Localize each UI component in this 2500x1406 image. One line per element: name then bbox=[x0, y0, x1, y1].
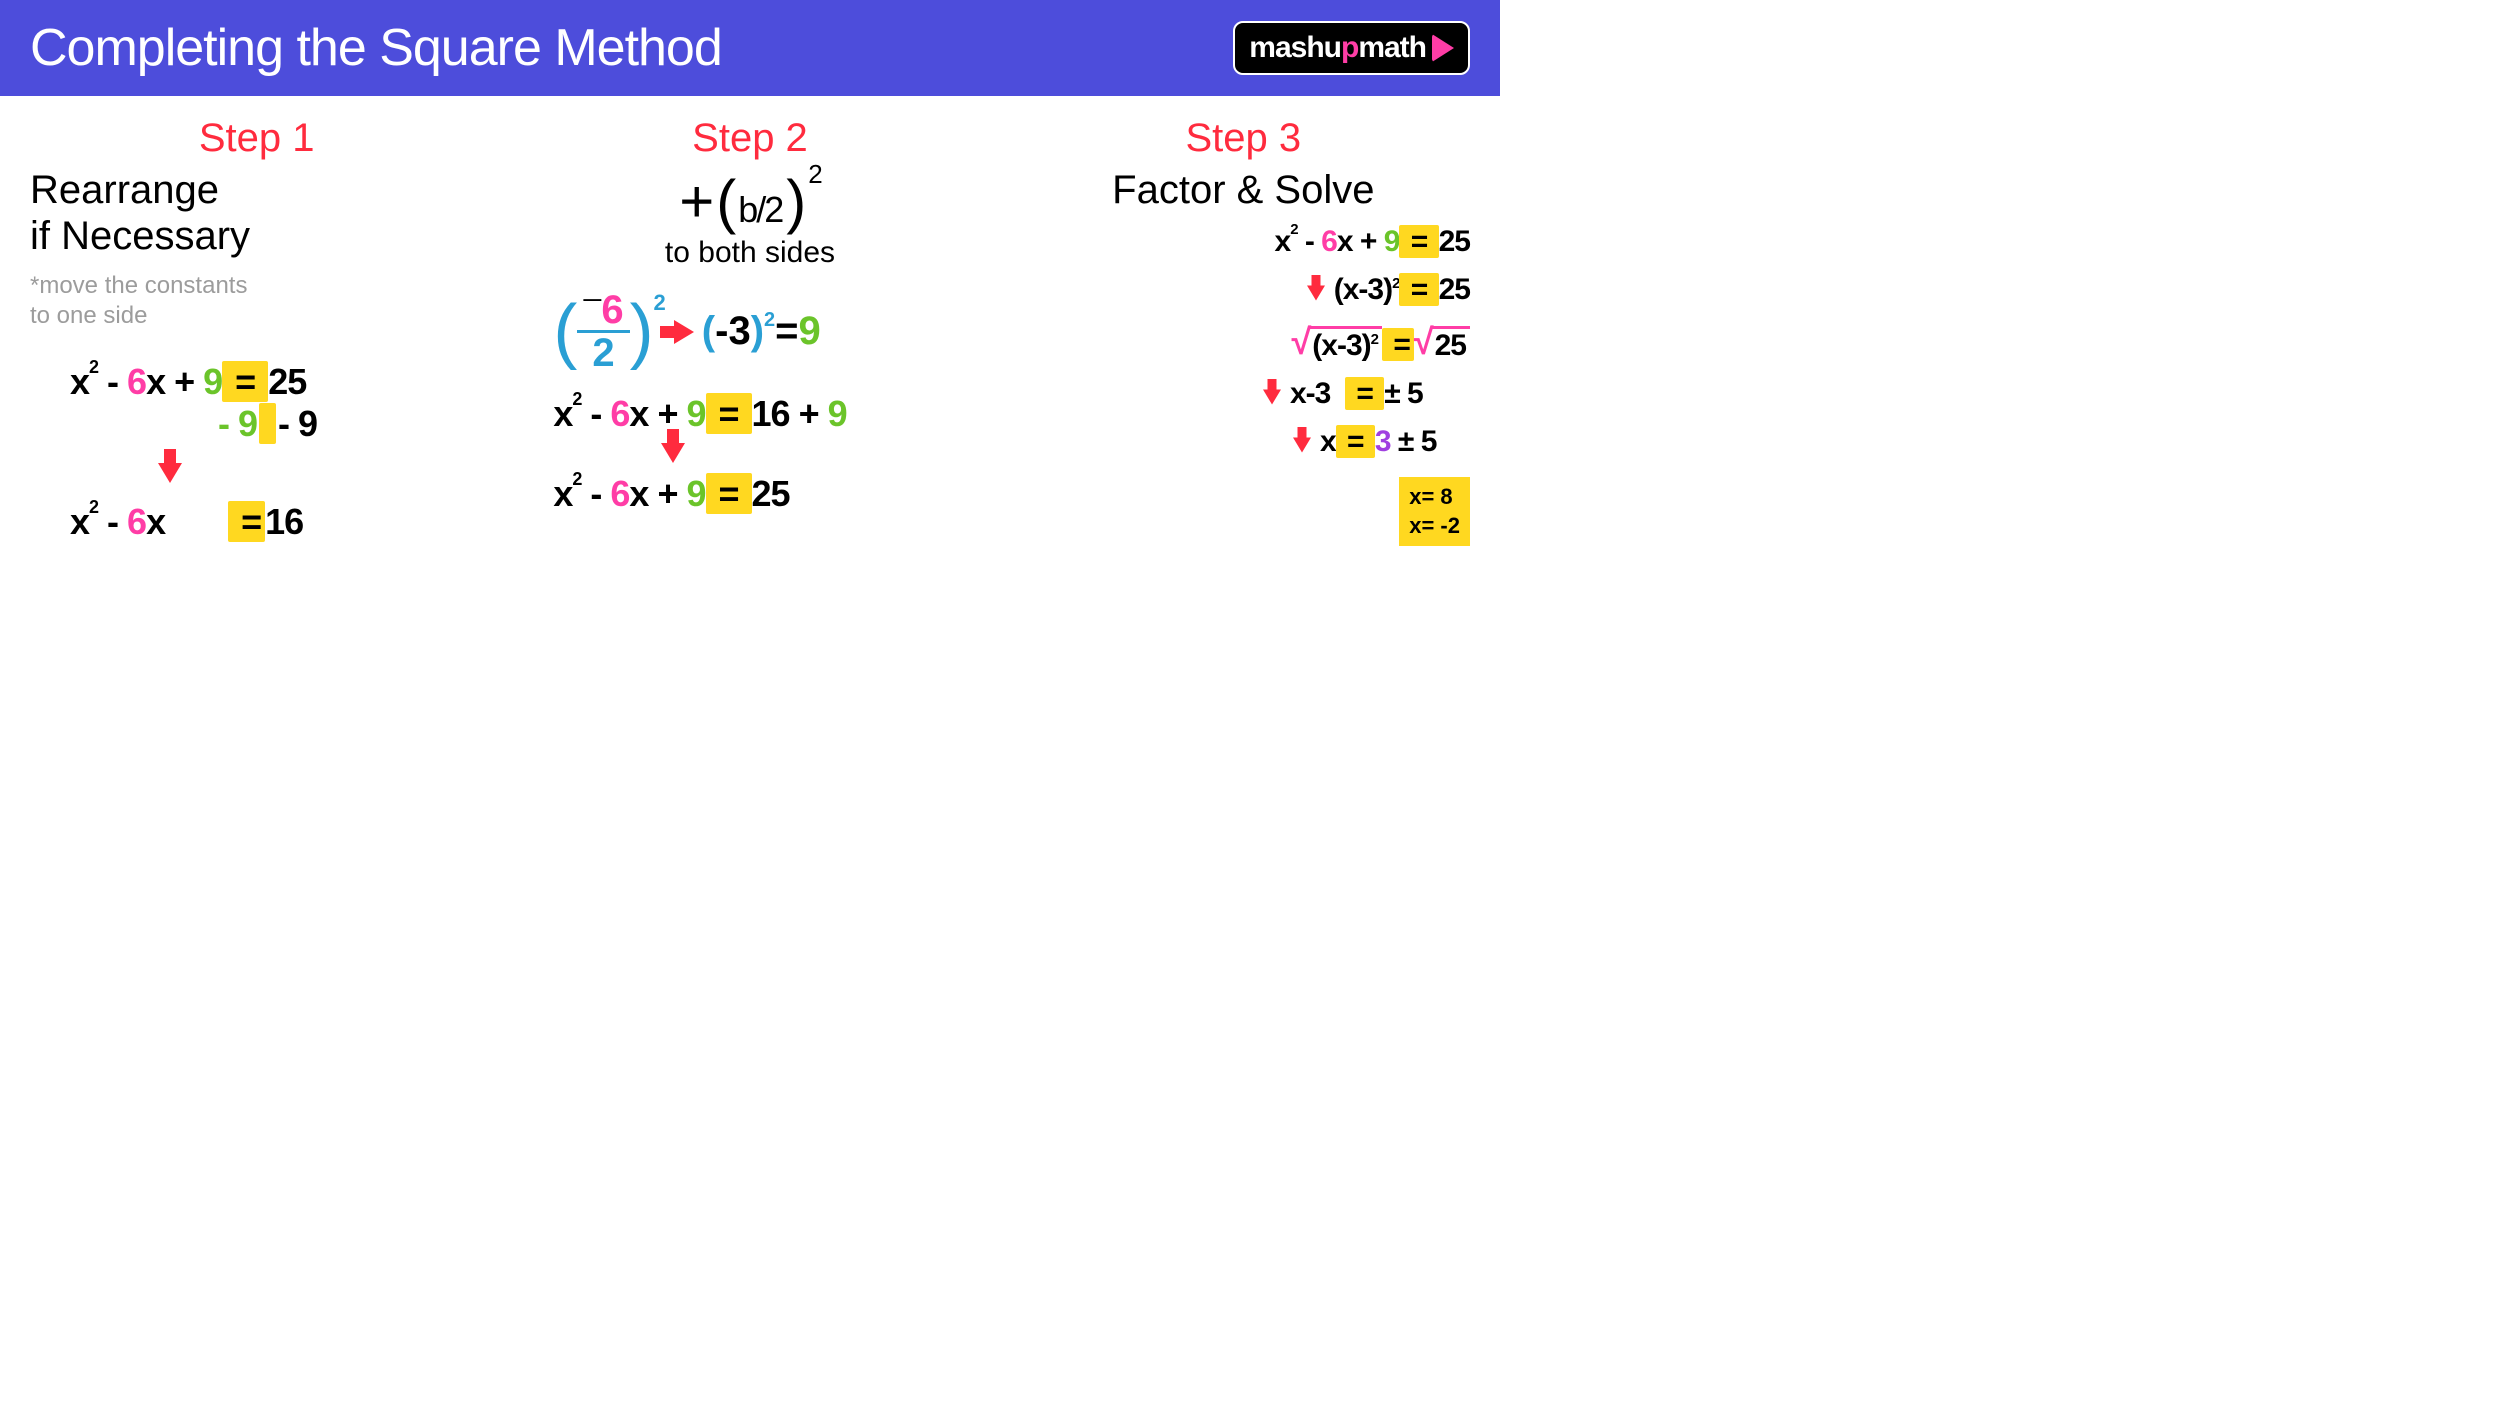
down-arrow-icon bbox=[1293, 438, 1311, 453]
step3-answers: x= 8 x= -2 bbox=[1017, 473, 1470, 546]
step3-row-4: x-3 = ± 5 bbox=[1017, 377, 1470, 417]
step-3-math: x - 6x + 9 = 25 (x-3)2 = 25 √(x-3)2 =√25… bbox=[1017, 225, 1470, 546]
step1-subtraction: - 9 - 9 bbox=[70, 403, 483, 445]
step-1-note: *move the constants to one side bbox=[30, 271, 483, 331]
step-3-title: Factor & Solve bbox=[1017, 167, 1470, 213]
down-arrow-icon bbox=[1263, 390, 1281, 405]
step2-equation-1: x - 6x + 9 = 16 + 9 bbox=[523, 393, 976, 435]
step3-row-5: x = 3 ± 5 bbox=[1017, 425, 1470, 465]
down-arrow-icon bbox=[158, 463, 182, 483]
step-2-equations: x - 6x + 9 = 16 + 9 x - 6x + 9 = 25 bbox=[523, 393, 976, 515]
right-arrow-icon bbox=[674, 320, 694, 344]
step1-equation-1: x - 6x + 9 = 25 bbox=[70, 361, 483, 403]
step-1-title: Rearrange if Necessary bbox=[30, 167, 483, 259]
step-1-column: Step 1 Rearrange if Necessary *move the … bbox=[30, 116, 483, 554]
step3-row-1: x - 6x + 9 = 25 bbox=[1017, 225, 1470, 265]
header-bar: Completing the Square Method mashupmath bbox=[0, 0, 1500, 96]
down-arrow-icon bbox=[661, 443, 685, 463]
answer-box: x= 8 x= -2 bbox=[1399, 477, 1470, 546]
step1-result: x - 6x =16 bbox=[70, 501, 483, 543]
step-3-column: Step 3 Factor & Solve x - 6x + 9 = 25 (x… bbox=[1017, 116, 1470, 554]
down-arrow-icon bbox=[1307, 286, 1325, 301]
step-3-label: Step 3 bbox=[1017, 116, 1470, 161]
step3-row-2: (x-3)2 = 25 bbox=[1017, 273, 1470, 313]
step-2-computation: ( —6 2 ) 2 (-3)2=9 bbox=[523, 290, 976, 373]
content-columns: Step 1 Rearrange if Necessary *move the … bbox=[0, 96, 1500, 554]
brand-logo: mashupmath bbox=[1233, 21, 1470, 75]
step-2-formula: +( b/2 )2 to both sides bbox=[523, 167, 976, 270]
page-title: Completing the Square Method bbox=[30, 18, 722, 78]
step3-row-3: √(x-3)2 =√25 bbox=[1017, 321, 1470, 369]
step-2-label: Step 2 bbox=[523, 116, 976, 161]
step-2-column: Step 2 +( b/2 )2 to both sides ( —6 2 ) … bbox=[523, 116, 976, 554]
step-1-label: Step 1 bbox=[30, 116, 483, 161]
step2-equation-2: x - 6x + 9 = 25 bbox=[523, 473, 976, 515]
play-icon bbox=[1432, 34, 1454, 62]
step-1-math: x - 6x + 9 = 25 - 9 - 9 x - 6x =16 bbox=[70, 361, 483, 543]
logo-text: mashupmath bbox=[1249, 31, 1426, 65]
